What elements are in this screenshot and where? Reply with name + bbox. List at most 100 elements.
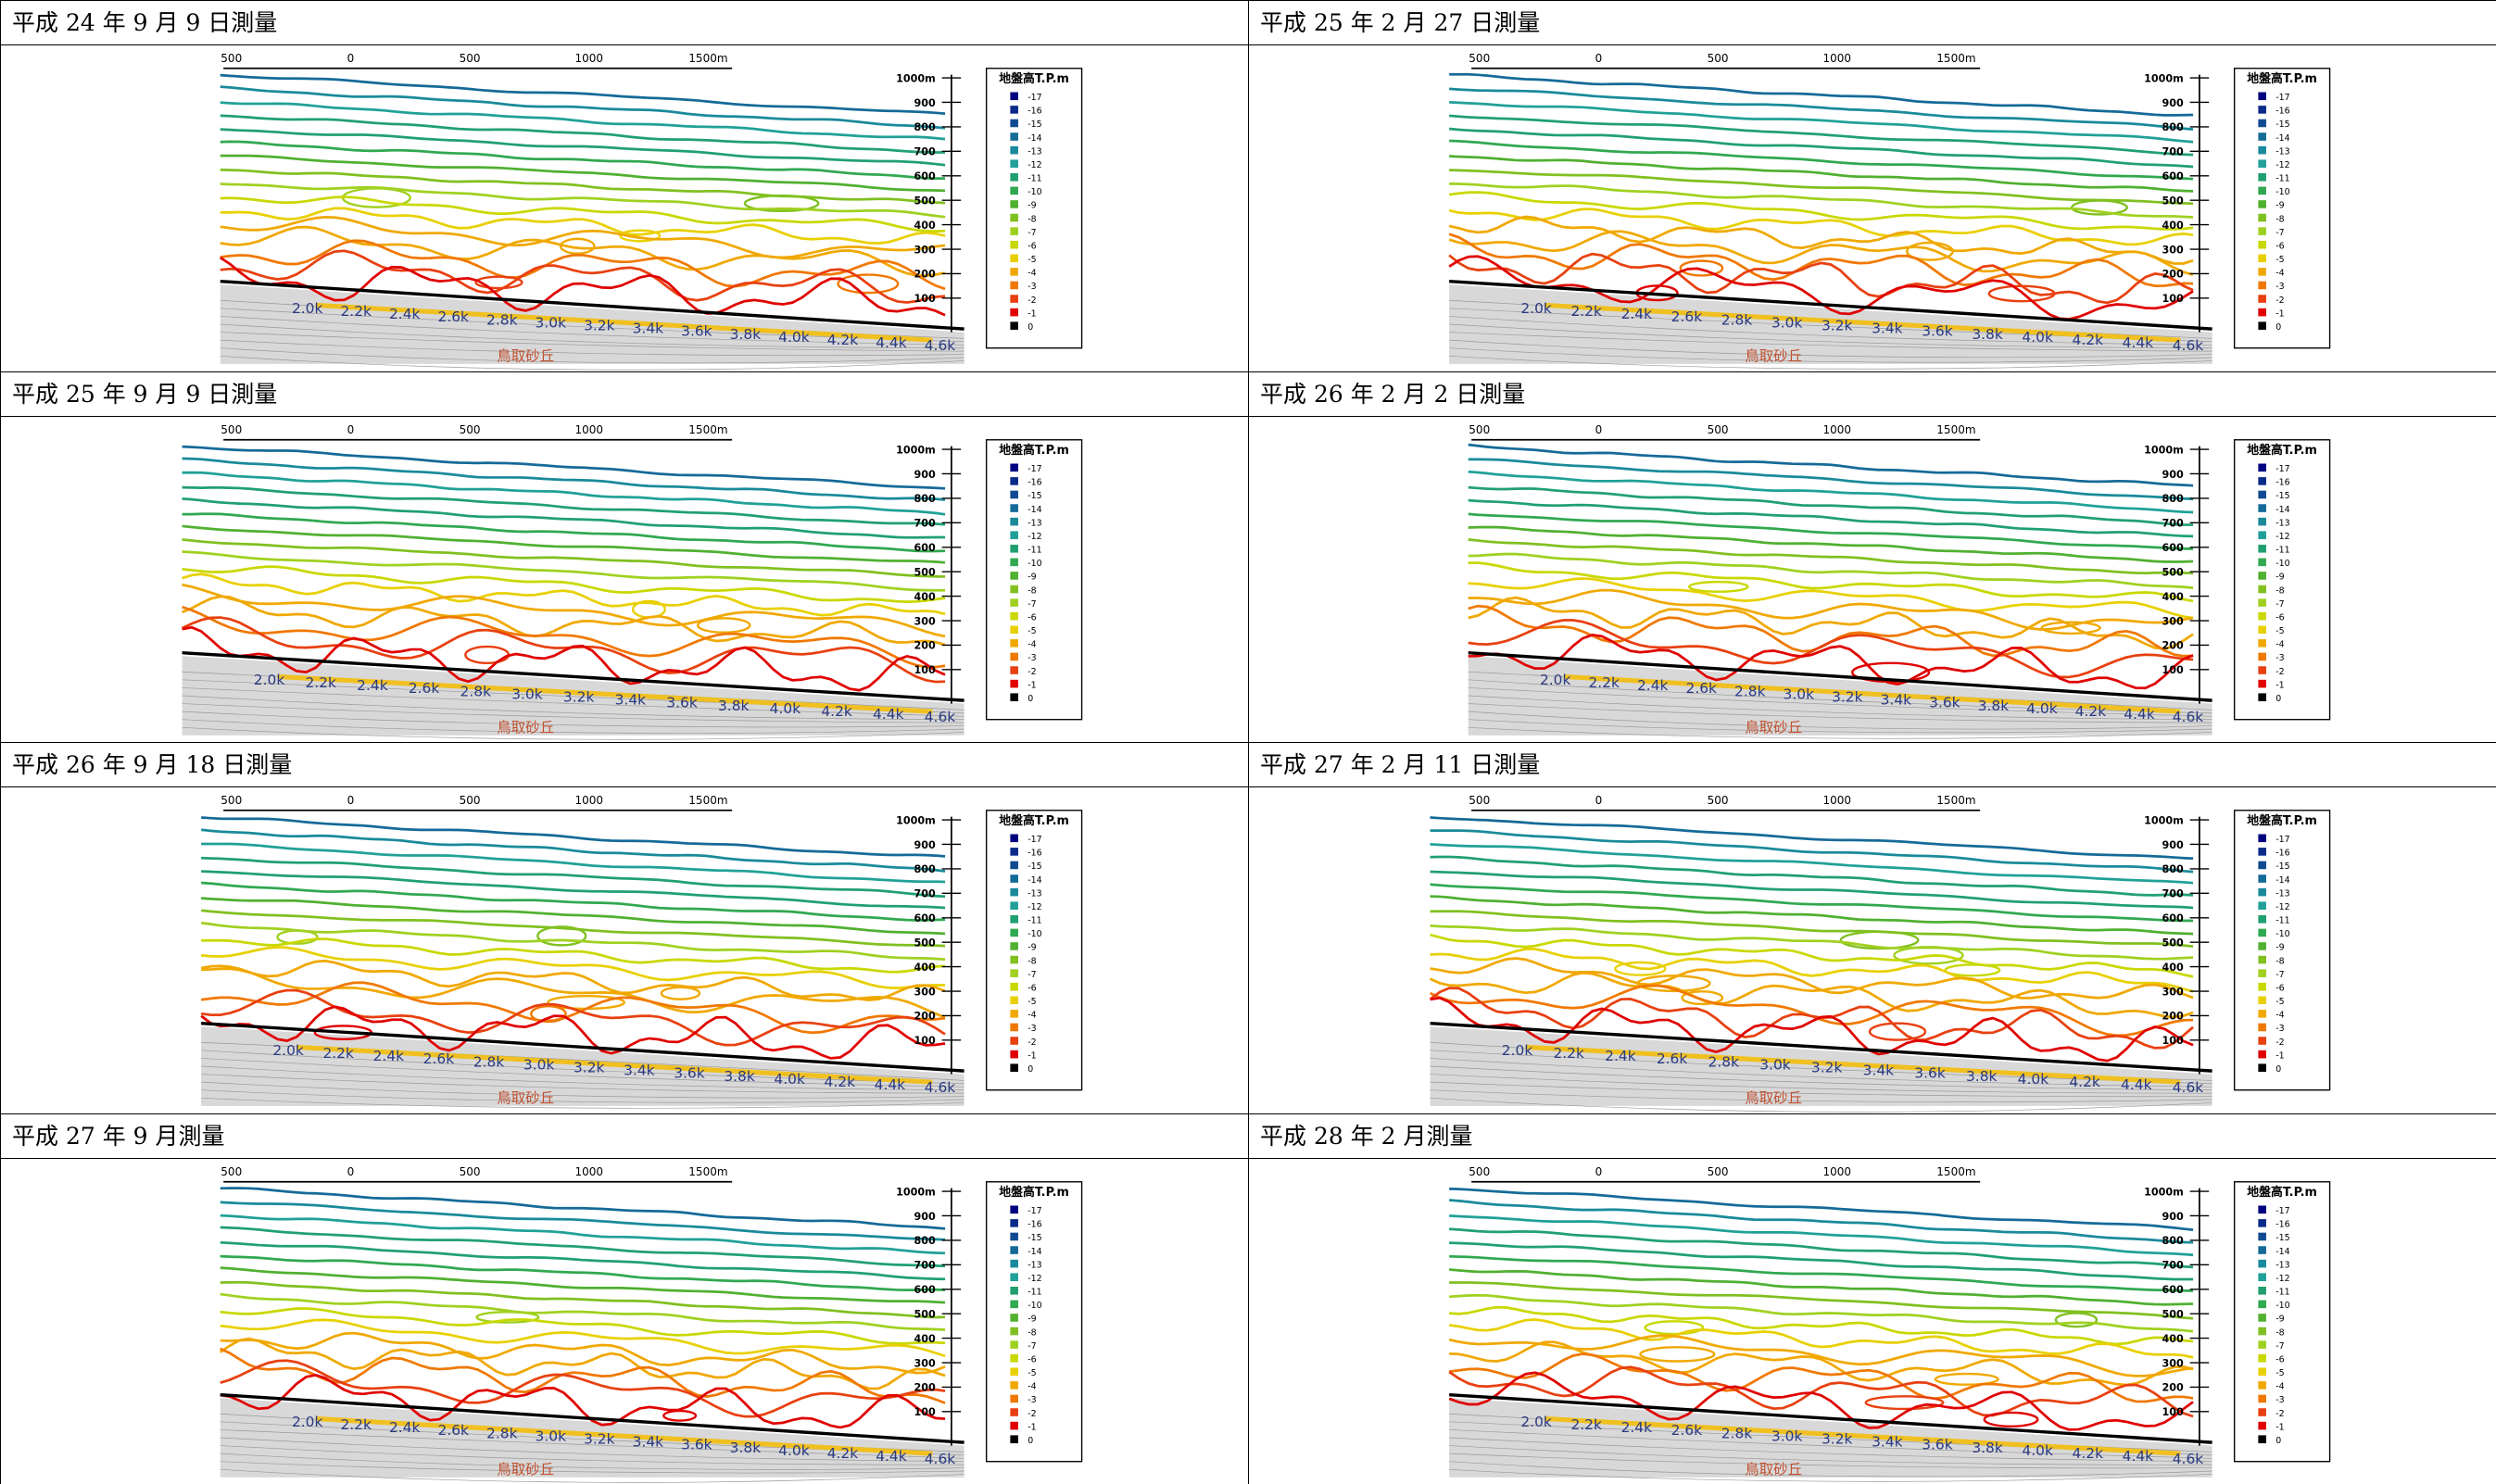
- km-label: 2.4k: [373, 1048, 405, 1064]
- legend-label: -13: [2275, 146, 2289, 157]
- distance-label: 100: [914, 1406, 936, 1418]
- legend-swatch: [2258, 159, 2266, 168]
- legend-swatch: [2258, 241, 2266, 249]
- panel: 平成 27 年 9 月測量500050010001500m1000m900800…: [1, 1114, 1249, 1484]
- legend-label: -9: [1027, 572, 1036, 582]
- km-label: 3.2k: [1822, 318, 1853, 334]
- distance-label: 800: [914, 493, 936, 505]
- legend-label: -12: [1027, 160, 1041, 170]
- legend-swatch: [1010, 1421, 1018, 1429]
- legend-label: -8: [1027, 214, 1036, 224]
- legend-swatch: [2258, 477, 2266, 485]
- legend-swatch: [1010, 255, 1018, 263]
- legend-label: -7: [1027, 1340, 1036, 1351]
- legend-swatch: [1010, 282, 1018, 290]
- legend-swatch: [2258, 625, 2266, 634]
- panel: 平成 25 年 2 月 27 日測量500050010001500m1000m9…: [1249, 1, 2496, 372]
- legend-swatch: [1010, 1327, 1018, 1335]
- scale-label: 1000: [574, 52, 603, 65]
- km-label: 2.2k: [1588, 674, 1620, 691]
- legend-swatch: [1010, 1300, 1018, 1308]
- distance-label: 200: [2162, 1381, 2184, 1393]
- km-label: 2.2k: [305, 674, 336, 691]
- legend-swatch: [2258, 517, 2266, 525]
- km-label: 2.8k: [486, 311, 518, 328]
- contour-map: 500050010001500m1000m9008007006005004003…: [1249, 787, 2495, 1113]
- legend-label: -6: [1027, 241, 1036, 251]
- contour-loop: [1870, 1024, 1925, 1040]
- contour-line: [1449, 232, 2193, 275]
- legend-label: -6: [1027, 1354, 1036, 1365]
- scale-label: 0: [347, 1164, 355, 1177]
- distance-label: 400: [2162, 962, 2184, 974]
- km-label: 4.4k: [2123, 1448, 2154, 1465]
- legend-label: -16: [1027, 1219, 1041, 1229]
- contour-line: [1431, 831, 2193, 873]
- legend-swatch: [1010, 1259, 1018, 1267]
- legend-swatch: [2258, 888, 2266, 897]
- legend-swatch: [2258, 1287, 2266, 1295]
- legend-swatch: [1010, 268, 1018, 276]
- legend-title: 地盤高T.P.m: [999, 443, 1069, 458]
- distance-label: 600: [914, 912, 936, 924]
- legend-swatch: [1010, 956, 1018, 964]
- legend-swatch: [1010, 929, 1018, 937]
- legend-label: -13: [1027, 1260, 1041, 1270]
- km-label: 2.8k: [1708, 1053, 1740, 1070]
- scale-label: 500: [460, 1164, 481, 1177]
- legend-swatch: [2258, 106, 2266, 114]
- legend-label: -6: [2275, 983, 2284, 993]
- distance-label: 200: [914, 269, 936, 281]
- legend-swatch: [2258, 187, 2266, 195]
- legend-swatch: [1010, 942, 1018, 950]
- legend-swatch: [1010, 901, 1018, 910]
- scale-label: 500: [1469, 52, 1490, 65]
- km-label: 3.4k: [633, 1433, 664, 1450]
- contour-line: [221, 184, 945, 218]
- scale-label: 500: [1708, 52, 1729, 65]
- km-label: 3.6k: [681, 323, 712, 340]
- distance-label: 800: [914, 1235, 936, 1247]
- contour-loop: [1866, 1396, 1943, 1409]
- distance-label: 1000m: [896, 72, 936, 84]
- legend-title: 地盤高T.P.m: [2247, 443, 2317, 458]
- legend-label: -4: [2275, 639, 2284, 649]
- legend-label: -15: [1027, 1233, 1041, 1243]
- legend-swatch: [1010, 1246, 1018, 1254]
- distance-label: 300: [2162, 244, 2184, 256]
- distance-label: 700: [914, 517, 936, 529]
- legend-swatch: [1010, 119, 1018, 128]
- distance-label: 100: [914, 1035, 936, 1047]
- distance-label: 300: [2162, 986, 2184, 998]
- legend-label: 0: [2275, 1064, 2281, 1075]
- legend-swatch: [1010, 1273, 1018, 1281]
- distance-label: 100: [2162, 1406, 2184, 1418]
- legend-label: -10: [1027, 187, 1041, 197]
- legend-swatch: [2258, 1353, 2266, 1362]
- legend-swatch: [1010, 321, 1018, 330]
- km-label: 2.0k: [1540, 671, 1571, 687]
- legend-label: -5: [1027, 997, 1036, 1007]
- legend-label: -11: [1027, 1287, 1041, 1297]
- legend-label: -16: [2275, 107, 2289, 117]
- legend-swatch: [2258, 146, 2266, 155]
- km-label: 4.6k: [2173, 1451, 2204, 1467]
- place-label: 鳥取砂丘: [497, 719, 554, 736]
- legend-label: -7: [2275, 598, 2284, 609]
- legend-label: -12: [1027, 902, 1041, 912]
- legend-swatch: [1010, 227, 1018, 235]
- legend-swatch: [2258, 282, 2266, 290]
- legend-label: -12: [2275, 902, 2289, 912]
- legend-label: -14: [1027, 504, 1041, 514]
- km-label: 2.2k: [322, 1045, 354, 1062]
- legend-swatch: [2258, 545, 2266, 553]
- legend-swatch: [2258, 956, 2266, 964]
- legend-swatch: [2258, 1421, 2266, 1429]
- distance-label: 500: [2162, 1308, 2184, 1320]
- panel: 平成 25 年 9 月 9 日測量500050010001500m1000m90…: [1, 372, 1249, 744]
- legend-swatch: [1010, 983, 1018, 991]
- legend-swatch: [1010, 214, 1018, 222]
- legend-label: -2: [1027, 296, 1036, 306]
- distance-label: 1000m: [2144, 814, 2184, 826]
- legend-swatch: [1010, 504, 1018, 512]
